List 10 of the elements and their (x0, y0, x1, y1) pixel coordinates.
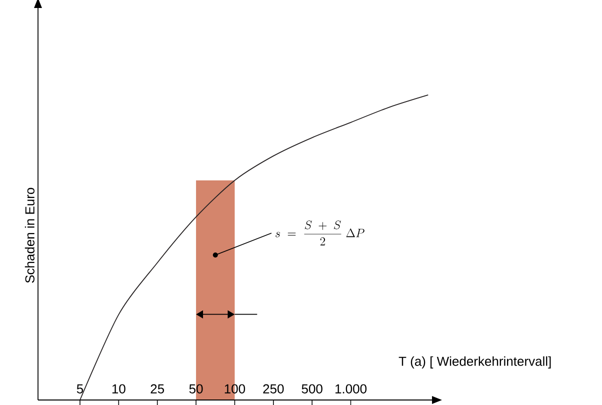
x-tick-label: 5 (76, 384, 84, 394)
x-axis-title: T (a) [ Wiederkehrintervall] (398, 356, 551, 368)
x-tick-label: 10 (112, 384, 126, 394)
y-axis-title: Schaden in Euro (24, 188, 34, 283)
x-tick-label: 250 (263, 384, 284, 394)
annotation: $s \;=\; \frac{S\;+\;S}{2}\;\Delta P$ (276, 220, 364, 246)
x-tick-label: 500 (302, 384, 322, 394)
x-tick-label: 1.000 (335, 384, 367, 394)
x-tick-label: 25 (150, 384, 164, 394)
x-tick-label: 100 (224, 384, 246, 394)
